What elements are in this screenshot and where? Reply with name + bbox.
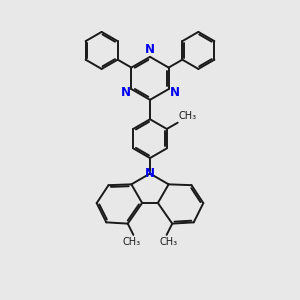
Text: CH₃: CH₃ — [179, 112, 197, 122]
Text: N: N — [120, 86, 130, 99]
Text: N: N — [145, 44, 155, 56]
Text: CH₃: CH₃ — [159, 237, 177, 247]
Text: N: N — [169, 86, 180, 99]
Text: N: N — [145, 167, 155, 180]
Text: CH₃: CH₃ — [123, 237, 141, 247]
